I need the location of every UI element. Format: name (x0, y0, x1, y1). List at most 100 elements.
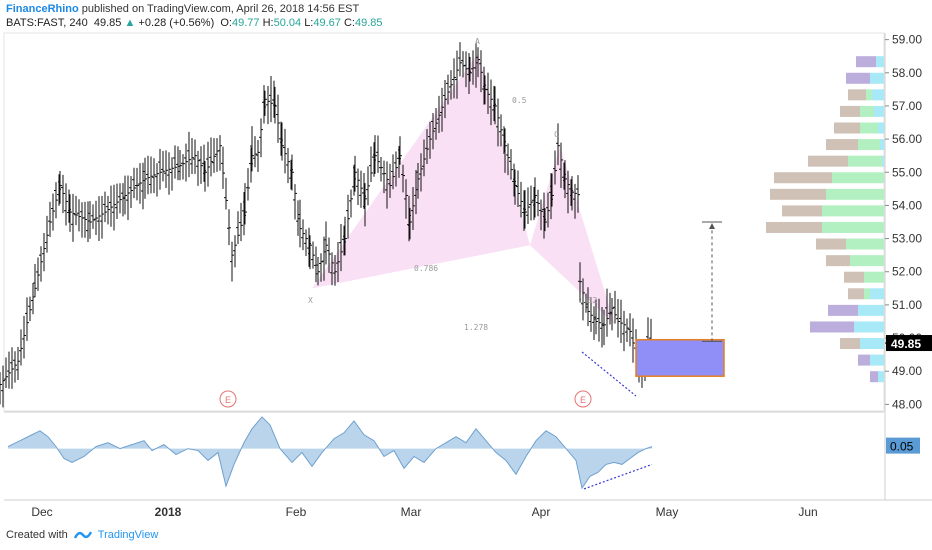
volume-profile-bar (826, 255, 850, 267)
ratio-label-0-5: 0.5 (512, 96, 527, 105)
volume-profile-bar (826, 139, 858, 151)
volume-profile-bar (782, 205, 822, 217)
earnings-label: E (580, 395, 586, 405)
volume-profile-green-bar (822, 221, 884, 233)
volume-profile-cyan-bar (860, 338, 884, 350)
volume-profile-green-bar (846, 238, 884, 250)
time-tick-label: Jun (798, 505, 817, 519)
high-label: H: (262, 17, 274, 29)
publish-info: FinanceRhino published on TradingView.co… (6, 3, 359, 15)
volume-profile-bar (840, 105, 860, 117)
price-tick-label: 51.00 (892, 298, 922, 312)
volume-profile-bar (834, 122, 860, 134)
volume-profile-green-bar (858, 139, 880, 151)
last-price-tag (886, 335, 932, 352)
ratio-label-1-32: 1.32 (578, 296, 597, 305)
open-value: 49.77 (232, 17, 260, 29)
price-tick-label: 54.00 (892, 198, 922, 212)
time-tick-label: May (656, 505, 679, 519)
volume-profile-green-bar (864, 288, 870, 300)
price-tick-label: 52.00 (892, 265, 922, 279)
volume-profile-cyan-bar (870, 288, 884, 300)
pattern-label-x: X (308, 296, 313, 305)
author-name[interactable]: FinanceRhino (6, 3, 79, 15)
price-tick-label: 55.00 (892, 165, 922, 179)
volume-profile-bar (840, 338, 860, 350)
earnings-label: E (225, 395, 231, 405)
low-value: 49.67 (313, 17, 341, 29)
pattern-bcd-triangle (530, 145, 615, 325)
time-tick-label: Dec (31, 505, 52, 519)
volume-profile-cyan-bar (874, 105, 884, 117)
volume-profile-bar (858, 354, 870, 366)
volume-profile-green-bar (832, 172, 884, 184)
volume-profile-cyan-bar (882, 155, 884, 167)
earnings-marker-icon (574, 390, 592, 408)
price-tick-label: 49.00 (892, 364, 922, 378)
volume-profile-bar (770, 188, 826, 200)
volume-profile-green-bar (866, 89, 872, 101)
oscillator-divergence-line (583, 463, 653, 490)
volume-profile-cyan-bar (854, 321, 884, 333)
ratio-label-1-278: 1.278 (464, 323, 488, 332)
time-tick-label: Feb (286, 505, 307, 519)
price-tick-label: 56.00 (892, 132, 922, 146)
open-label: O: (220, 17, 232, 29)
price-tick-label: 53.00 (892, 232, 922, 246)
volume-profile-bar (828, 304, 858, 316)
tradingview-brand[interactable]: TradingView (97, 529, 159, 541)
price-tick-label: 58.00 (892, 66, 922, 80)
earnings-marker-icon (219, 390, 237, 408)
volume-profile-bar (808, 155, 848, 167)
published-text: published on TradingView.com, April 26, … (81, 3, 360, 15)
volume-profile-green-bar (864, 271, 884, 283)
oscillator-value-label: 0.05 (890, 440, 914, 454)
volume-profile-cyan-bar (872, 89, 884, 101)
oscillator-line (7, 416, 653, 490)
last-price: 49.85 (93, 17, 122, 29)
volume-profile-green-bar (860, 122, 878, 134)
volume-profile-cyan-bar (870, 354, 884, 366)
volume-profile-bar (774, 172, 832, 184)
symbol-timeframe: BATS:FAST, 240 (6, 17, 88, 29)
high-value: 50.04 (273, 17, 302, 29)
pattern-label-c: C (554, 130, 559, 139)
close-label: C: (343, 17, 355, 29)
volume-profile-cyan-bar (880, 139, 884, 151)
price-tick-label: 57.00 (892, 99, 922, 113)
ratio-label-0-786: 0.786 (414, 264, 438, 273)
volume-profile-cyan-bar (876, 56, 884, 68)
oscillator-area (8, 416, 652, 489)
time-tick-label: Mar (401, 505, 422, 519)
volume-profile-green-bar (860, 105, 874, 117)
low-label: L: (304, 17, 314, 29)
volume-profile-bar (848, 89, 866, 101)
price-divergence-line (581, 351, 637, 397)
volume-profile-green-bar (822, 205, 884, 217)
time-tick-label: 2018 (155, 505, 182, 519)
volume-profile-bar (766, 221, 822, 233)
time-tick-label: Apr (532, 505, 551, 519)
created-with-text: Created with (6, 529, 68, 541)
volume-profile-green-bar (826, 188, 884, 200)
volume-profile-cyan-bar (878, 371, 884, 383)
volume-profile-bar (810, 321, 854, 333)
volume-profile-bar (844, 271, 864, 283)
pattern-label-a: A (475, 37, 480, 46)
tradingview-logo-icon (73, 531, 92, 539)
price-tick-label: 48.00 (892, 397, 922, 411)
volume-profile-cyan-bar (878, 122, 884, 134)
footer: Created with TradingView (6, 529, 158, 541)
up-arrow-icon: ▲ (124, 17, 136, 29)
oscillator-value-tag (886, 437, 920, 454)
volume-profile-bar (870, 371, 878, 383)
volume-profile-bar (846, 72, 870, 84)
measure-arrowhead-icon (709, 223, 715, 229)
volume-profile-cyan-bar (870, 72, 884, 84)
price-tick-label: 59.00 (892, 33, 922, 47)
close-value: 49.85 (354, 17, 383, 29)
target-zone-box (635, 338, 725, 377)
symbol-info: BATS:FAST, 240 49.85 ▲ +0.28 (+0.56%) O:… (6, 17, 383, 29)
volume-profile-cyan-bar (858, 304, 884, 316)
